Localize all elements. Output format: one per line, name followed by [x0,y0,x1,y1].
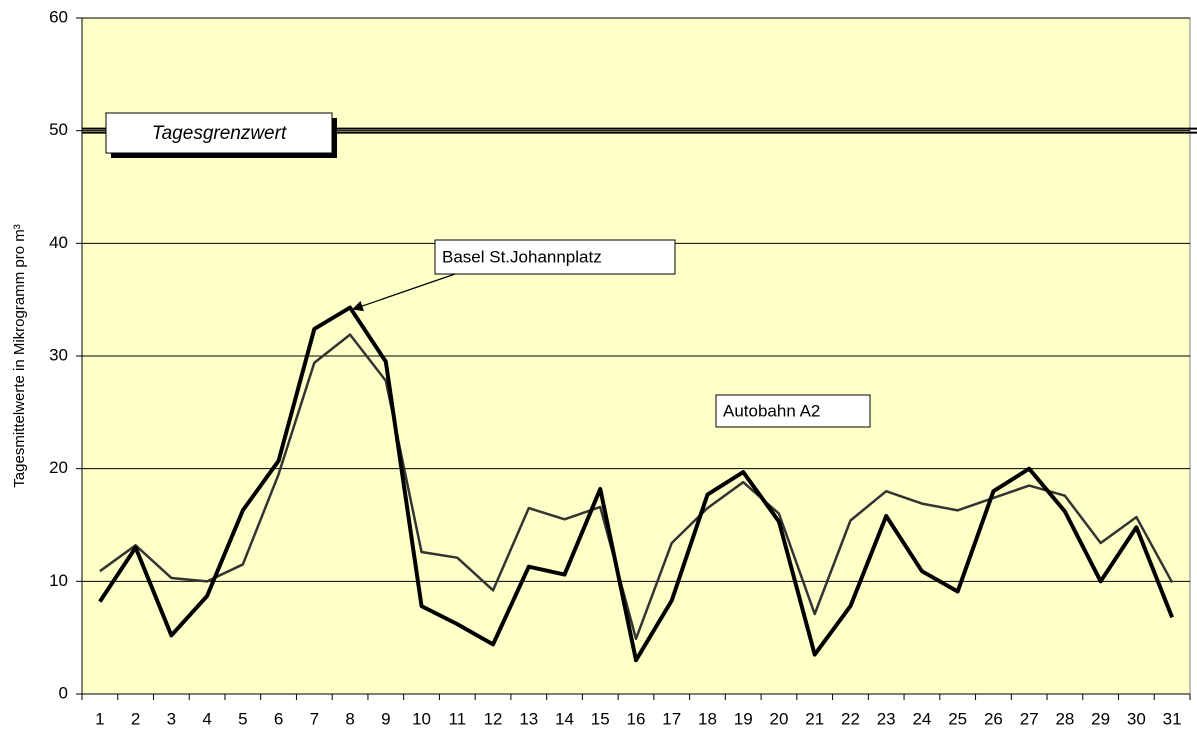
x-tick-label: 27 [1020,709,1039,728]
legend-label: Basel St.Johannplatz [442,247,602,266]
x-tick-label: 1 [95,709,104,728]
threshold-label: Tagesgrenzwert [152,123,287,144]
x-tick-label: 5 [238,709,247,728]
x-tick-label: 22 [841,709,860,728]
x-tick-label: 14 [555,709,574,728]
series-line [98,305,1174,663]
label-box [105,112,333,154]
x-tick-label: 15 [591,709,610,728]
x-tick-label: 13 [519,709,538,728]
x-tick-label: 31 [1163,709,1182,728]
y-tick-label: 40 [49,233,68,252]
x-tick-label: 11 [448,709,466,728]
x-tick-label: 6 [274,709,283,728]
series-line [99,333,1174,641]
x-tick-label: 23 [877,709,896,728]
x-tick-label: 30 [1127,709,1146,728]
x-tick-label: 26 [984,709,1003,728]
x-tick-label: 29 [1091,709,1110,728]
legend-box [715,394,871,428]
y-axis-label: Tagesmittelwerte in Mikrogramm pro m³ [11,224,28,487]
legend-arrow [351,273,456,312]
x-tick-label: 21 [805,709,824,728]
x-tick-label: 19 [734,709,753,728]
x-tick-label: 16 [627,709,646,728]
x-tick-label: 18 [698,709,717,728]
y-tick-label: 20 [49,458,68,477]
y-tick-label: 30 [49,345,68,364]
legend-label: Autobahn A2 [723,401,820,420]
x-tick-label: 20 [770,709,789,728]
x-tick-label: 28 [1055,709,1074,728]
x-tick-label: 9 [381,709,390,728]
x-tick-label: 7 [310,709,319,728]
x-tick-label: 8 [345,709,354,728]
x-tick-label: 2 [131,709,140,728]
x-tick-label: 4 [202,709,211,728]
x-tick-label: 3 [167,709,176,728]
x-tick-label: 25 [948,709,967,728]
x-tick-label: 24 [912,709,931,728]
x-tick-label: 12 [484,709,503,728]
legend-box [434,239,676,275]
x-tick-label: 17 [662,709,681,728]
y-tick-label: 10 [49,571,68,590]
y-tick-label: 50 [49,120,68,139]
y-tick-label: 0 [59,683,68,702]
y-tick-label: 60 [49,7,68,26]
x-tick-label: 10 [412,709,431,728]
